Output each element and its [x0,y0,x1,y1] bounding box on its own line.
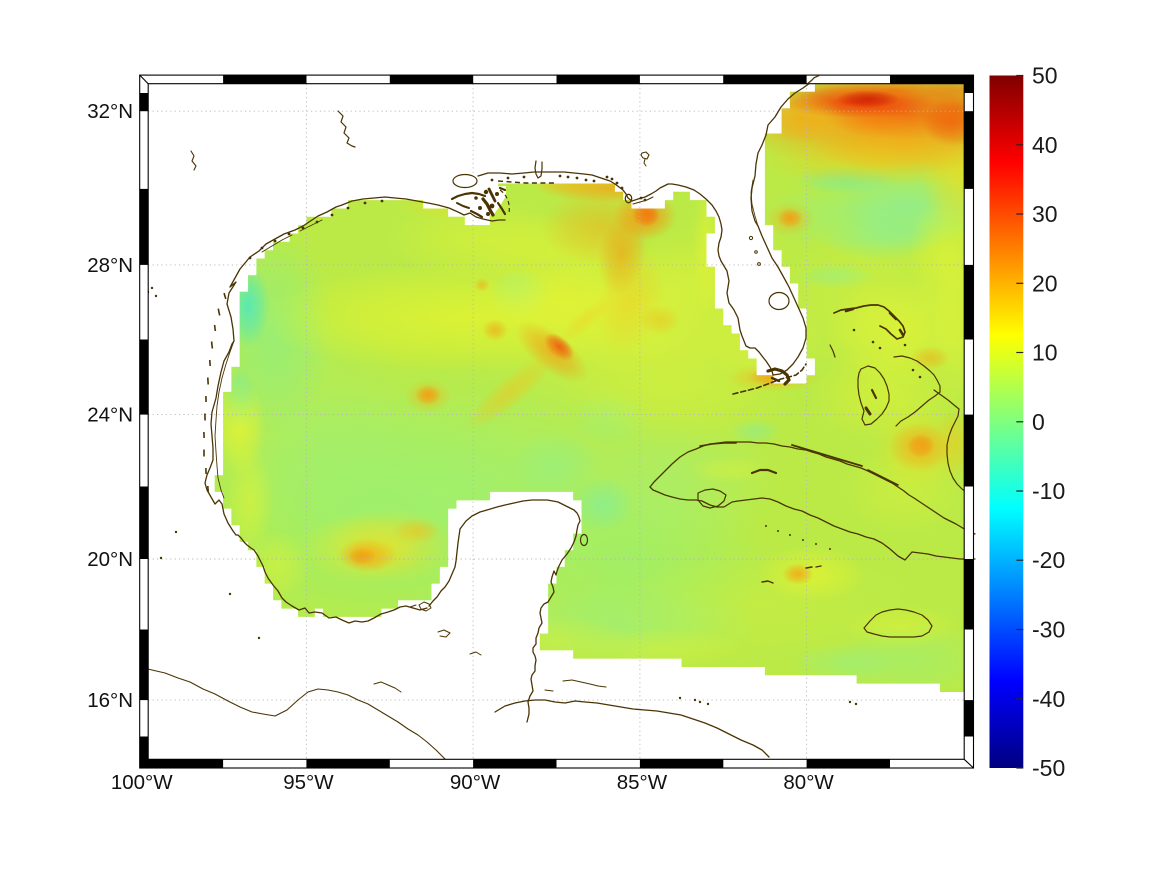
svg-text:100°W: 100°W [111,771,173,794]
svg-text:10: 10 [1032,340,1058,366]
svg-text:20°N: 20°N [87,548,133,571]
svg-text:95°W: 95°W [283,771,334,794]
svg-text:24°N: 24°N [87,404,133,427]
svg-text:-50: -50 [1032,755,1065,781]
svg-text:28°N: 28°N [87,254,133,277]
svg-text:16°N: 16°N [87,689,133,712]
svg-text:80°W: 80°W [783,771,834,794]
svg-text:-30: -30 [1032,617,1065,643]
svg-text:-10: -10 [1032,478,1065,504]
svg-text:32°N: 32°N [87,100,133,123]
svg-text:40: 40 [1032,132,1058,158]
svg-text:85°W: 85°W [617,771,668,794]
svg-text:20: 20 [1032,270,1058,296]
svg-text:-20: -20 [1032,547,1065,573]
svg-text:50: 50 [1032,63,1058,89]
svg-text:-40: -40 [1032,686,1065,712]
svg-text:90°W: 90°W [450,771,501,794]
svg-text:0: 0 [1032,409,1045,435]
svg-text:30: 30 [1032,201,1058,227]
